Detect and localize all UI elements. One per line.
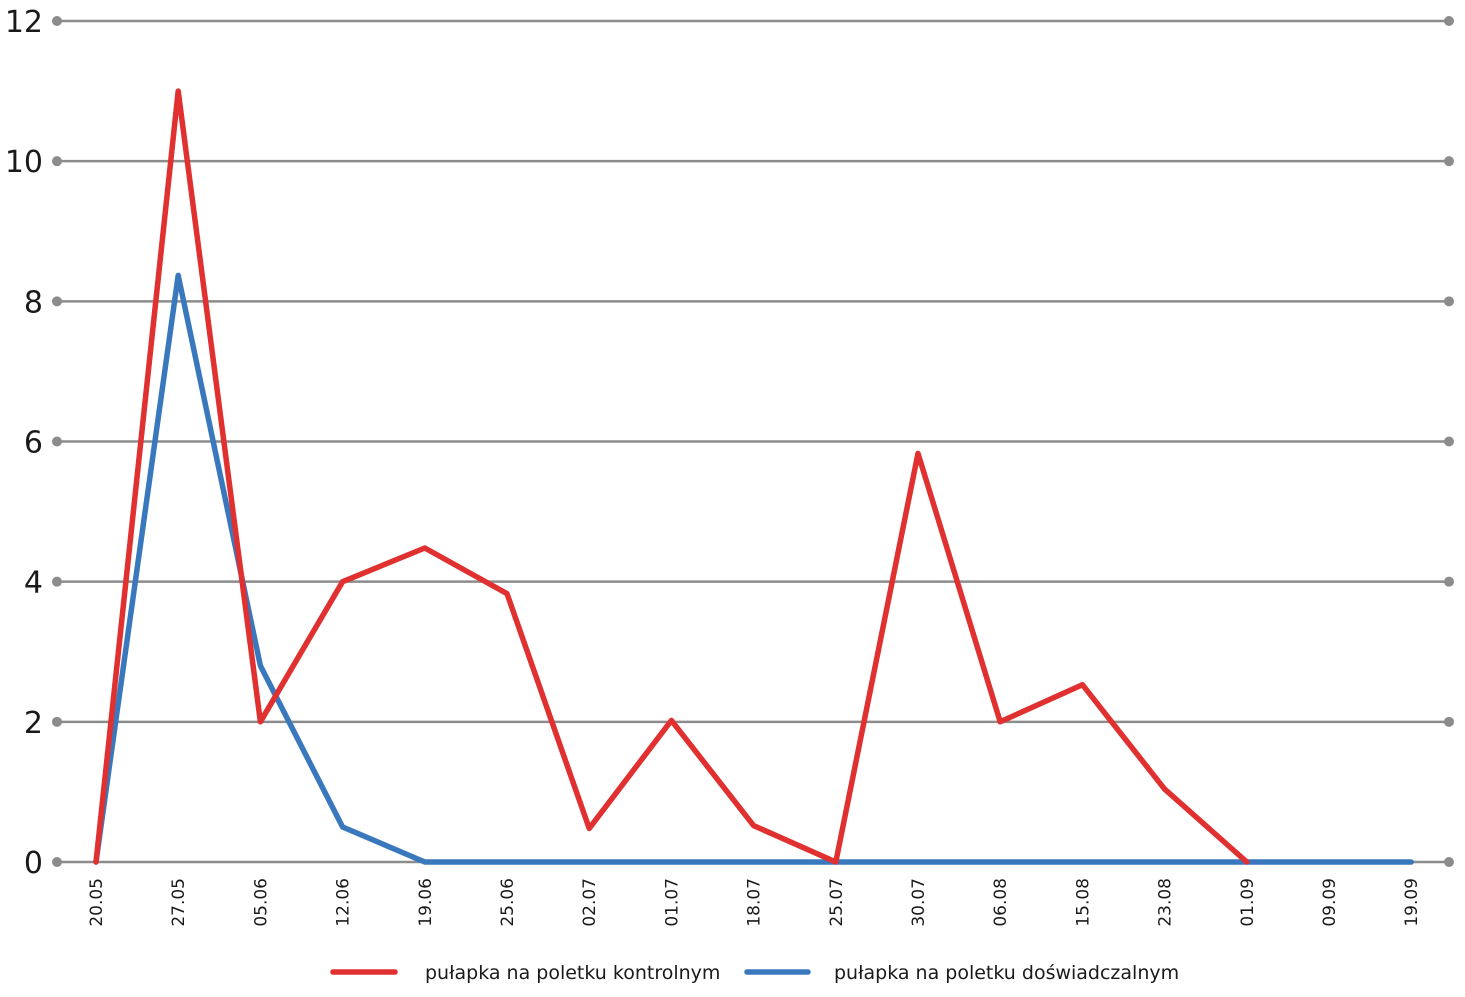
gridline-end-dot xyxy=(1444,156,1454,167)
y-tick-label: 6 xyxy=(24,426,43,461)
y-tick-label: 8 xyxy=(24,285,43,320)
gridline-end-dot xyxy=(1444,576,1454,587)
x-tick-label: 02.07 xyxy=(580,878,600,927)
gridlines xyxy=(52,16,1454,867)
gridline-end-dot xyxy=(1444,296,1454,307)
y-tick-label: 2 xyxy=(24,706,43,741)
gridline-end-dot xyxy=(52,16,62,26)
x-tick-label: 19.09 xyxy=(1402,878,1422,927)
legend-label: pułapka na poletku kontrolnym xyxy=(425,962,720,984)
series-line-0 xyxy=(93,88,1250,865)
gridline-end-dot xyxy=(52,156,62,167)
gridline-end-dot xyxy=(52,857,62,867)
x-tick-label: 23.08 xyxy=(1156,878,1176,927)
gridline-end-dot xyxy=(52,296,62,307)
y-tick-label: 10 xyxy=(5,145,43,180)
x-tick-label: 25.06 xyxy=(498,878,518,927)
y-tick-label: 12 xyxy=(5,5,43,40)
gridline-end-dot xyxy=(52,716,62,727)
x-tick-label: 09.09 xyxy=(1320,878,1340,927)
y-tick-label: 4 xyxy=(24,566,43,601)
x-tick-label: 20.05 xyxy=(87,878,107,927)
series-line-1 xyxy=(93,272,1414,865)
x-tick-label: 19.06 xyxy=(416,878,436,927)
legend-label: pułapka na poletku doświadczalnym xyxy=(834,962,1179,984)
x-tick-label: 06.08 xyxy=(991,878,1011,927)
x-tick-label: 01.09 xyxy=(1238,878,1258,927)
x-tick-label: 30.07 xyxy=(909,878,929,927)
gridline-end-dot xyxy=(52,436,62,447)
x-tick-label: 15.08 xyxy=(1073,878,1093,927)
series-lines xyxy=(93,88,1414,865)
gridline-end-dot xyxy=(1444,857,1454,867)
gridline-end-dot xyxy=(1444,436,1454,447)
gridline-end-dot xyxy=(52,576,62,587)
x-tick-label: 05.06 xyxy=(251,878,271,927)
gridline-end-dot xyxy=(1444,716,1454,727)
gridline-end-dot xyxy=(1444,16,1454,26)
x-axis-ticks: 20.05 27.05 05.06 12.06 19.06 25.06 02.07 01.07… xyxy=(87,878,1422,927)
x-tick-label: 27.05 xyxy=(169,878,189,927)
x-tick-label: 01.07 xyxy=(662,878,682,927)
x-tick-label: 25.07 xyxy=(827,878,847,927)
x-tick-label: 12.06 xyxy=(334,878,354,927)
legend: pułapka na poletku kontrolnym pułapka na … xyxy=(330,962,1179,984)
y-axis-ticks: 0 2 4 6 8 10 12 xyxy=(5,5,43,881)
x-tick-label: 18.07 xyxy=(745,878,765,927)
y-tick-label: 0 xyxy=(24,846,43,881)
